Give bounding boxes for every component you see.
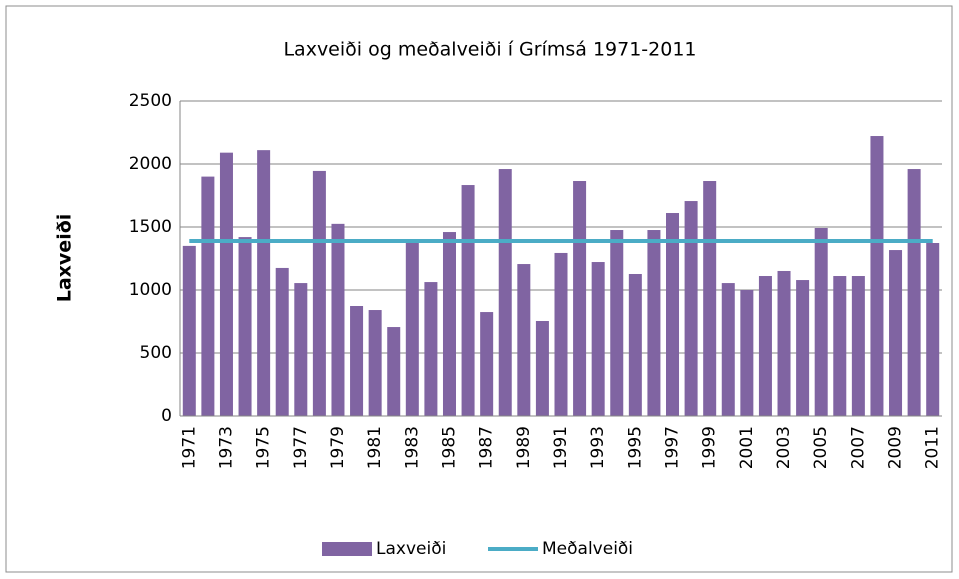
bar — [331, 223, 345, 416]
bar — [591, 262, 605, 416]
bar — [573, 181, 587, 416]
bar — [889, 250, 903, 416]
y-tick-label: 1000 — [129, 280, 172, 300]
bar — [870, 136, 884, 416]
x-tick-label: 2003 — [774, 426, 794, 469]
y-tick-label: 2000 — [129, 154, 172, 174]
x-tick-label: 1983 — [402, 426, 422, 469]
bar — [182, 245, 196, 416]
bar — [628, 273, 642, 416]
y-tick-label: 0 — [161, 406, 172, 426]
x-tick-label: 1987 — [477, 426, 497, 469]
bar — [350, 306, 364, 416]
bar — [294, 283, 308, 416]
bar — [851, 276, 865, 416]
bar — [610, 230, 624, 416]
bar — [535, 320, 549, 416]
legend-label: Laxveiði — [376, 539, 446, 559]
bar — [405, 239, 419, 416]
bar — [926, 243, 940, 416]
x-tick-label: 1989 — [514, 426, 534, 469]
x-tick-label: 1971 — [179, 426, 199, 469]
x-tick-label: 1995 — [625, 426, 645, 469]
x-tick-label: 1981 — [365, 426, 385, 469]
x-tick-label: 1985 — [439, 426, 459, 469]
x-tick-label: 2011 — [923, 426, 943, 469]
bar — [647, 230, 661, 416]
bar — [814, 228, 828, 416]
bar — [387, 327, 401, 416]
bar — [684, 201, 698, 416]
y-tick-label: 500 — [140, 343, 172, 363]
y-axis-label: Laxveiði — [54, 214, 76, 303]
bar — [442, 232, 456, 416]
x-tick-label: 1975 — [254, 426, 274, 469]
bar — [796, 280, 810, 416]
x-tick-label: 1977 — [291, 426, 311, 469]
bar — [554, 252, 568, 416]
x-tick-label: 2001 — [737, 426, 757, 469]
bar — [275, 267, 289, 416]
bar — [219, 152, 233, 416]
bar — [777, 270, 791, 416]
bar — [833, 276, 847, 416]
bar — [480, 312, 494, 416]
bar — [666, 213, 680, 416]
bar — [721, 283, 735, 416]
legend-swatch — [322, 542, 372, 556]
x-tick-label: 1991 — [551, 426, 571, 469]
bar — [703, 181, 717, 416]
bar — [498, 169, 512, 416]
x-tick-label: 1993 — [588, 426, 608, 469]
bar — [740, 290, 754, 416]
x-tick-label: 2007 — [848, 426, 868, 469]
bar — [238, 237, 252, 416]
x-tick-label: 1979 — [328, 426, 348, 469]
chart-title: Laxveiði og meðalveiði í Grímsá 1971-201… — [283, 39, 696, 61]
bar — [257, 150, 271, 416]
y-tick-label: 2500 — [129, 91, 172, 111]
x-tick-label: 1973 — [216, 426, 236, 469]
x-tick-label: 2009 — [886, 426, 906, 469]
x-tick-label: 1997 — [663, 426, 683, 469]
bar — [907, 169, 921, 416]
bar — [424, 282, 438, 416]
bar — [461, 185, 475, 416]
bar — [312, 170, 326, 416]
bar — [517, 264, 531, 416]
bar — [201, 176, 215, 416]
bar — [368, 310, 382, 416]
legend-label: Meðalveiði — [542, 539, 633, 559]
x-tick-label: 2005 — [811, 426, 831, 469]
y-tick-label: 1500 — [129, 217, 172, 237]
bar — [758, 276, 772, 416]
chart-border — [5, 5, 953, 573]
x-tick-label: 1999 — [700, 426, 720, 469]
